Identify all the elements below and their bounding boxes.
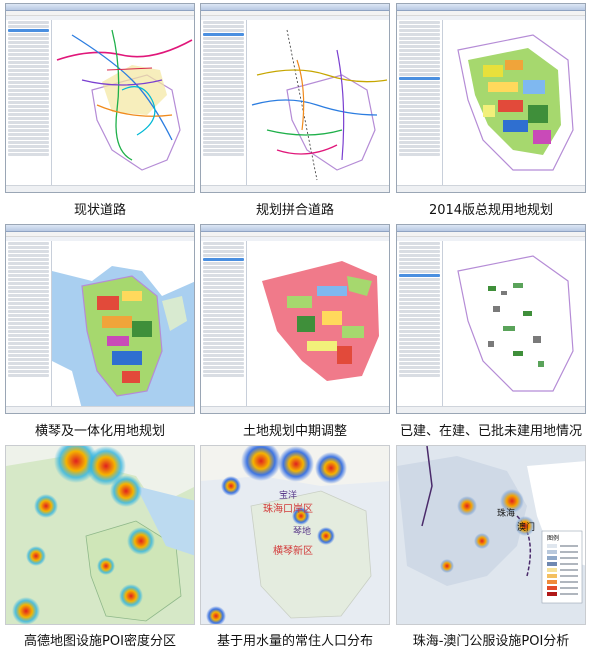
- map-view[interactable]: [52, 20, 194, 186]
- layer-toc[interactable]: [201, 241, 247, 407]
- heatmap-map[interactable]: 珠海 澳门 图例: [396, 445, 586, 625]
- panel-caption: 规划拼合道路: [255, 203, 334, 218]
- layer-toc[interactable]: [201, 20, 247, 186]
- gis-screenshot: [396, 224, 586, 414]
- city-label-macao: 澳门: [517, 521, 535, 533]
- place-label: 琴地: [293, 525, 311, 537]
- heatmap-map[interactable]: [5, 445, 195, 625]
- map-view[interactable]: [247, 241, 389, 407]
- gis-screenshot: [5, 224, 195, 414]
- layer-toc[interactable]: [6, 20, 52, 186]
- panel-caption: 珠海-澳门公服设施POI分析: [412, 634, 570, 649]
- legend-title: 图例: [547, 534, 559, 542]
- gis-screenshot: [396, 3, 586, 193]
- panel-caption: 2014版总规用地规划: [428, 203, 554, 218]
- layer-toc[interactable]: [397, 241, 443, 407]
- gis-screenshot: [200, 224, 390, 414]
- map-view[interactable]: [247, 20, 389, 186]
- heatmap-map[interactable]: 宝洋 珠海口岸区 琴地 横琴新区: [200, 445, 390, 625]
- panel-caption: 基于用水量的常住人口分布: [216, 634, 373, 649]
- map-view[interactable]: [443, 241, 585, 407]
- panel-caption: 已建、在建、已批未建用地情况: [399, 424, 582, 439]
- layer-toc[interactable]: [397, 20, 443, 186]
- layer-toc[interactable]: [6, 241, 52, 407]
- map-legend: 图例: [541, 530, 583, 604]
- panel-caption: 横琴及一体化用地规划: [34, 424, 165, 439]
- map-view[interactable]: [52, 241, 194, 407]
- gis-screenshot: [200, 3, 390, 193]
- city-label-zhuhai: 珠海: [497, 507, 515, 519]
- place-label: 宝洋: [279, 489, 297, 501]
- panel-caption: 土地规划中期调整: [242, 424, 347, 439]
- gis-screenshot: [5, 3, 195, 193]
- panel-caption: 高德地图设施POI密度分区: [24, 634, 176, 649]
- panel-caption: 现状道路: [73, 203, 126, 218]
- district-label: 横琴新区: [273, 544, 313, 557]
- district-label: 珠海口岸区: [263, 502, 313, 515]
- map-view[interactable]: [443, 20, 585, 186]
